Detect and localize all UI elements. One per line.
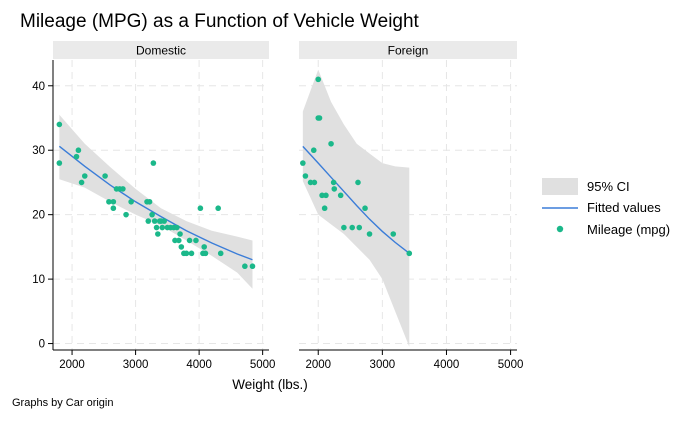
x-axis-title: Weight (lbs.) bbox=[232, 377, 308, 392]
x-tick-label: 2000 bbox=[305, 359, 331, 371]
data-point bbox=[311, 179, 318, 186]
legend-ci-swatch bbox=[542, 178, 578, 195]
data-point bbox=[149, 211, 155, 218]
data-point bbox=[217, 250, 224, 257]
data-point bbox=[73, 153, 80, 160]
data-point bbox=[193, 237, 199, 244]
data-point bbox=[178, 244, 185, 250]
data-point bbox=[106, 198, 112, 205]
data-point bbox=[56, 160, 63, 166]
data-point bbox=[159, 224, 166, 231]
x-tick-label: 4000 bbox=[434, 359, 460, 371]
data-point bbox=[151, 218, 158, 224]
data-point bbox=[56, 121, 63, 128]
fitted-line bbox=[58, 145, 253, 261]
data-point bbox=[330, 179, 337, 186]
data-point bbox=[328, 140, 334, 147]
panel-strip-domestic bbox=[53, 41, 269, 59]
data-point bbox=[123, 211, 129, 218]
data-point bbox=[186, 237, 193, 244]
data-point bbox=[341, 224, 347, 231]
data-point bbox=[202, 250, 209, 257]
legend-point-marker bbox=[556, 225, 564, 233]
data-point bbox=[316, 115, 323, 121]
plot-area-domestic: 2000 3000 4000 5000 0 10 20 30 40 bbox=[32, 60, 275, 371]
data-point bbox=[128, 198, 134, 205]
x-tick-label: 5000 bbox=[250, 359, 276, 371]
panel-domestic: Domestic bbox=[53, 41, 269, 59]
data-point bbox=[319, 192, 325, 199]
x-tick-label: 2000 bbox=[59, 359, 85, 371]
data-point bbox=[390, 231, 397, 237]
panel-label-domestic: Domestic bbox=[136, 44, 186, 58]
data-point bbox=[356, 224, 363, 231]
data-point bbox=[188, 250, 195, 257]
y-tick-label: 0 bbox=[39, 339, 45, 351]
data-point bbox=[81, 173, 88, 179]
data-point bbox=[242, 263, 248, 270]
chart-title: Mileage (MPG) as a Function of Vehicle W… bbox=[20, 11, 420, 32]
data-point bbox=[300, 160, 306, 166]
data-point bbox=[102, 173, 108, 179]
y-tick-label: 30 bbox=[32, 145, 45, 157]
data-point bbox=[349, 224, 356, 231]
data-point bbox=[366, 231, 373, 237]
legend: 95% CI Fitted values Mileage (mpg) bbox=[542, 178, 670, 237]
data-point bbox=[145, 218, 152, 224]
data-point bbox=[161, 218, 167, 224]
data-point bbox=[78, 179, 85, 186]
data-point bbox=[310, 147, 317, 154]
panel-strip-foreign bbox=[299, 41, 517, 59]
data-point bbox=[307, 179, 314, 186]
graph-note: Graphs by Car origin bbox=[12, 397, 114, 409]
x-tick-label: 3000 bbox=[370, 359, 396, 371]
data-point bbox=[177, 231, 183, 237]
ci-band bbox=[59, 114, 253, 289]
ci-band bbox=[302, 69, 410, 347]
data-point bbox=[249, 263, 256, 270]
x-tick-label: 5000 bbox=[498, 359, 524, 371]
panel-foreign: Foreign bbox=[299, 41, 517, 59]
data-point bbox=[197, 205, 204, 212]
data-point bbox=[75, 147, 82, 154]
data-point bbox=[146, 198, 153, 205]
y-tick-label: 10 bbox=[32, 274, 45, 286]
data-point bbox=[406, 250, 413, 257]
data-point bbox=[183, 250, 190, 257]
data-point bbox=[362, 205, 368, 212]
data-point bbox=[201, 244, 207, 250]
data-point bbox=[215, 205, 221, 212]
fitted-line bbox=[302, 145, 410, 254]
data-point bbox=[155, 231, 161, 237]
data-point bbox=[153, 224, 160, 231]
data-point bbox=[302, 173, 309, 179]
data-point bbox=[355, 179, 361, 186]
data-point bbox=[175, 237, 182, 244]
data-point bbox=[321, 205, 328, 212]
data-point bbox=[110, 205, 117, 212]
legend-fit-label: Fitted values bbox=[587, 200, 661, 215]
data-point bbox=[323, 192, 329, 199]
y-tick-label: 20 bbox=[32, 210, 45, 222]
x-tick-label: 4000 bbox=[186, 359, 212, 371]
data-point bbox=[150, 160, 157, 166]
data-point bbox=[337, 192, 344, 199]
y-tick-label: 40 bbox=[32, 81, 45, 93]
data-point bbox=[331, 186, 338, 192]
x-tick-label: 3000 bbox=[123, 359, 149, 371]
plot-area-foreign: 2000 3000 4000 5000 bbox=[299, 60, 523, 371]
legend-points-label: Mileage (mpg) bbox=[587, 222, 670, 237]
panel-label-foreign: Foreign bbox=[388, 44, 429, 58]
data-point bbox=[110, 198, 117, 205]
data-point bbox=[120, 186, 126, 192]
data-point bbox=[315, 76, 322, 83]
legend-ci-label: 95% CI bbox=[587, 179, 630, 194]
data-point bbox=[174, 224, 180, 231]
